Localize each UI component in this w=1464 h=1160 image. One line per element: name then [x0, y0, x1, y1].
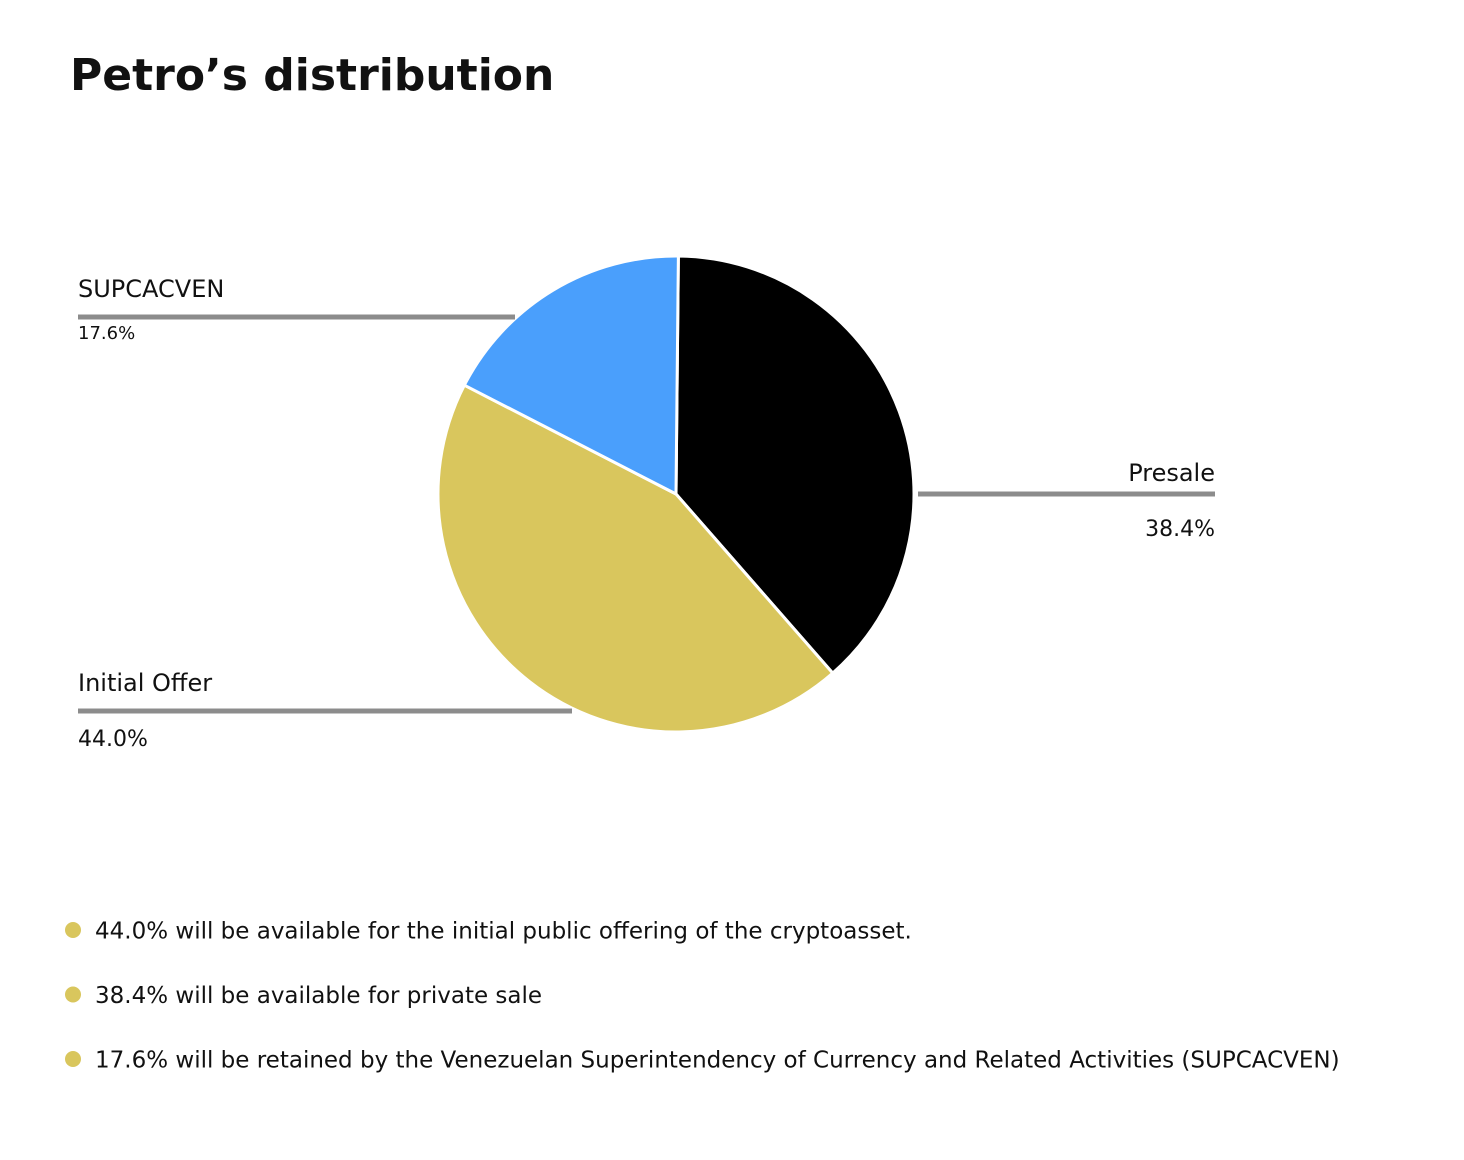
chart-title: Petro’s distribution [70, 50, 554, 101]
slice-value-label: 44.0% [78, 727, 148, 752]
slice-label: Initial Offer [78, 669, 212, 697]
pie-slice [462, 254, 680, 497]
note: 38.4% will be available for private sale [95, 983, 542, 1009]
pie-slice [674, 254, 916, 676]
note: 17.6% will be retained by the Venezuelan… [95, 1048, 1340, 1074]
slice-label: SUPCACVEN [78, 275, 224, 303]
bullet [65, 1051, 81, 1067]
slice-value-label: 17.6% [78, 323, 135, 344]
slice-label: Presale [1128, 459, 1215, 487]
pie-slice [436, 383, 835, 734]
bullet [65, 986, 81, 1003]
note: 44.0% will be available for the initial … [95, 919, 912, 945]
bullet [65, 922, 81, 938]
slice-value-label: 38.4% [1145, 517, 1215, 542]
